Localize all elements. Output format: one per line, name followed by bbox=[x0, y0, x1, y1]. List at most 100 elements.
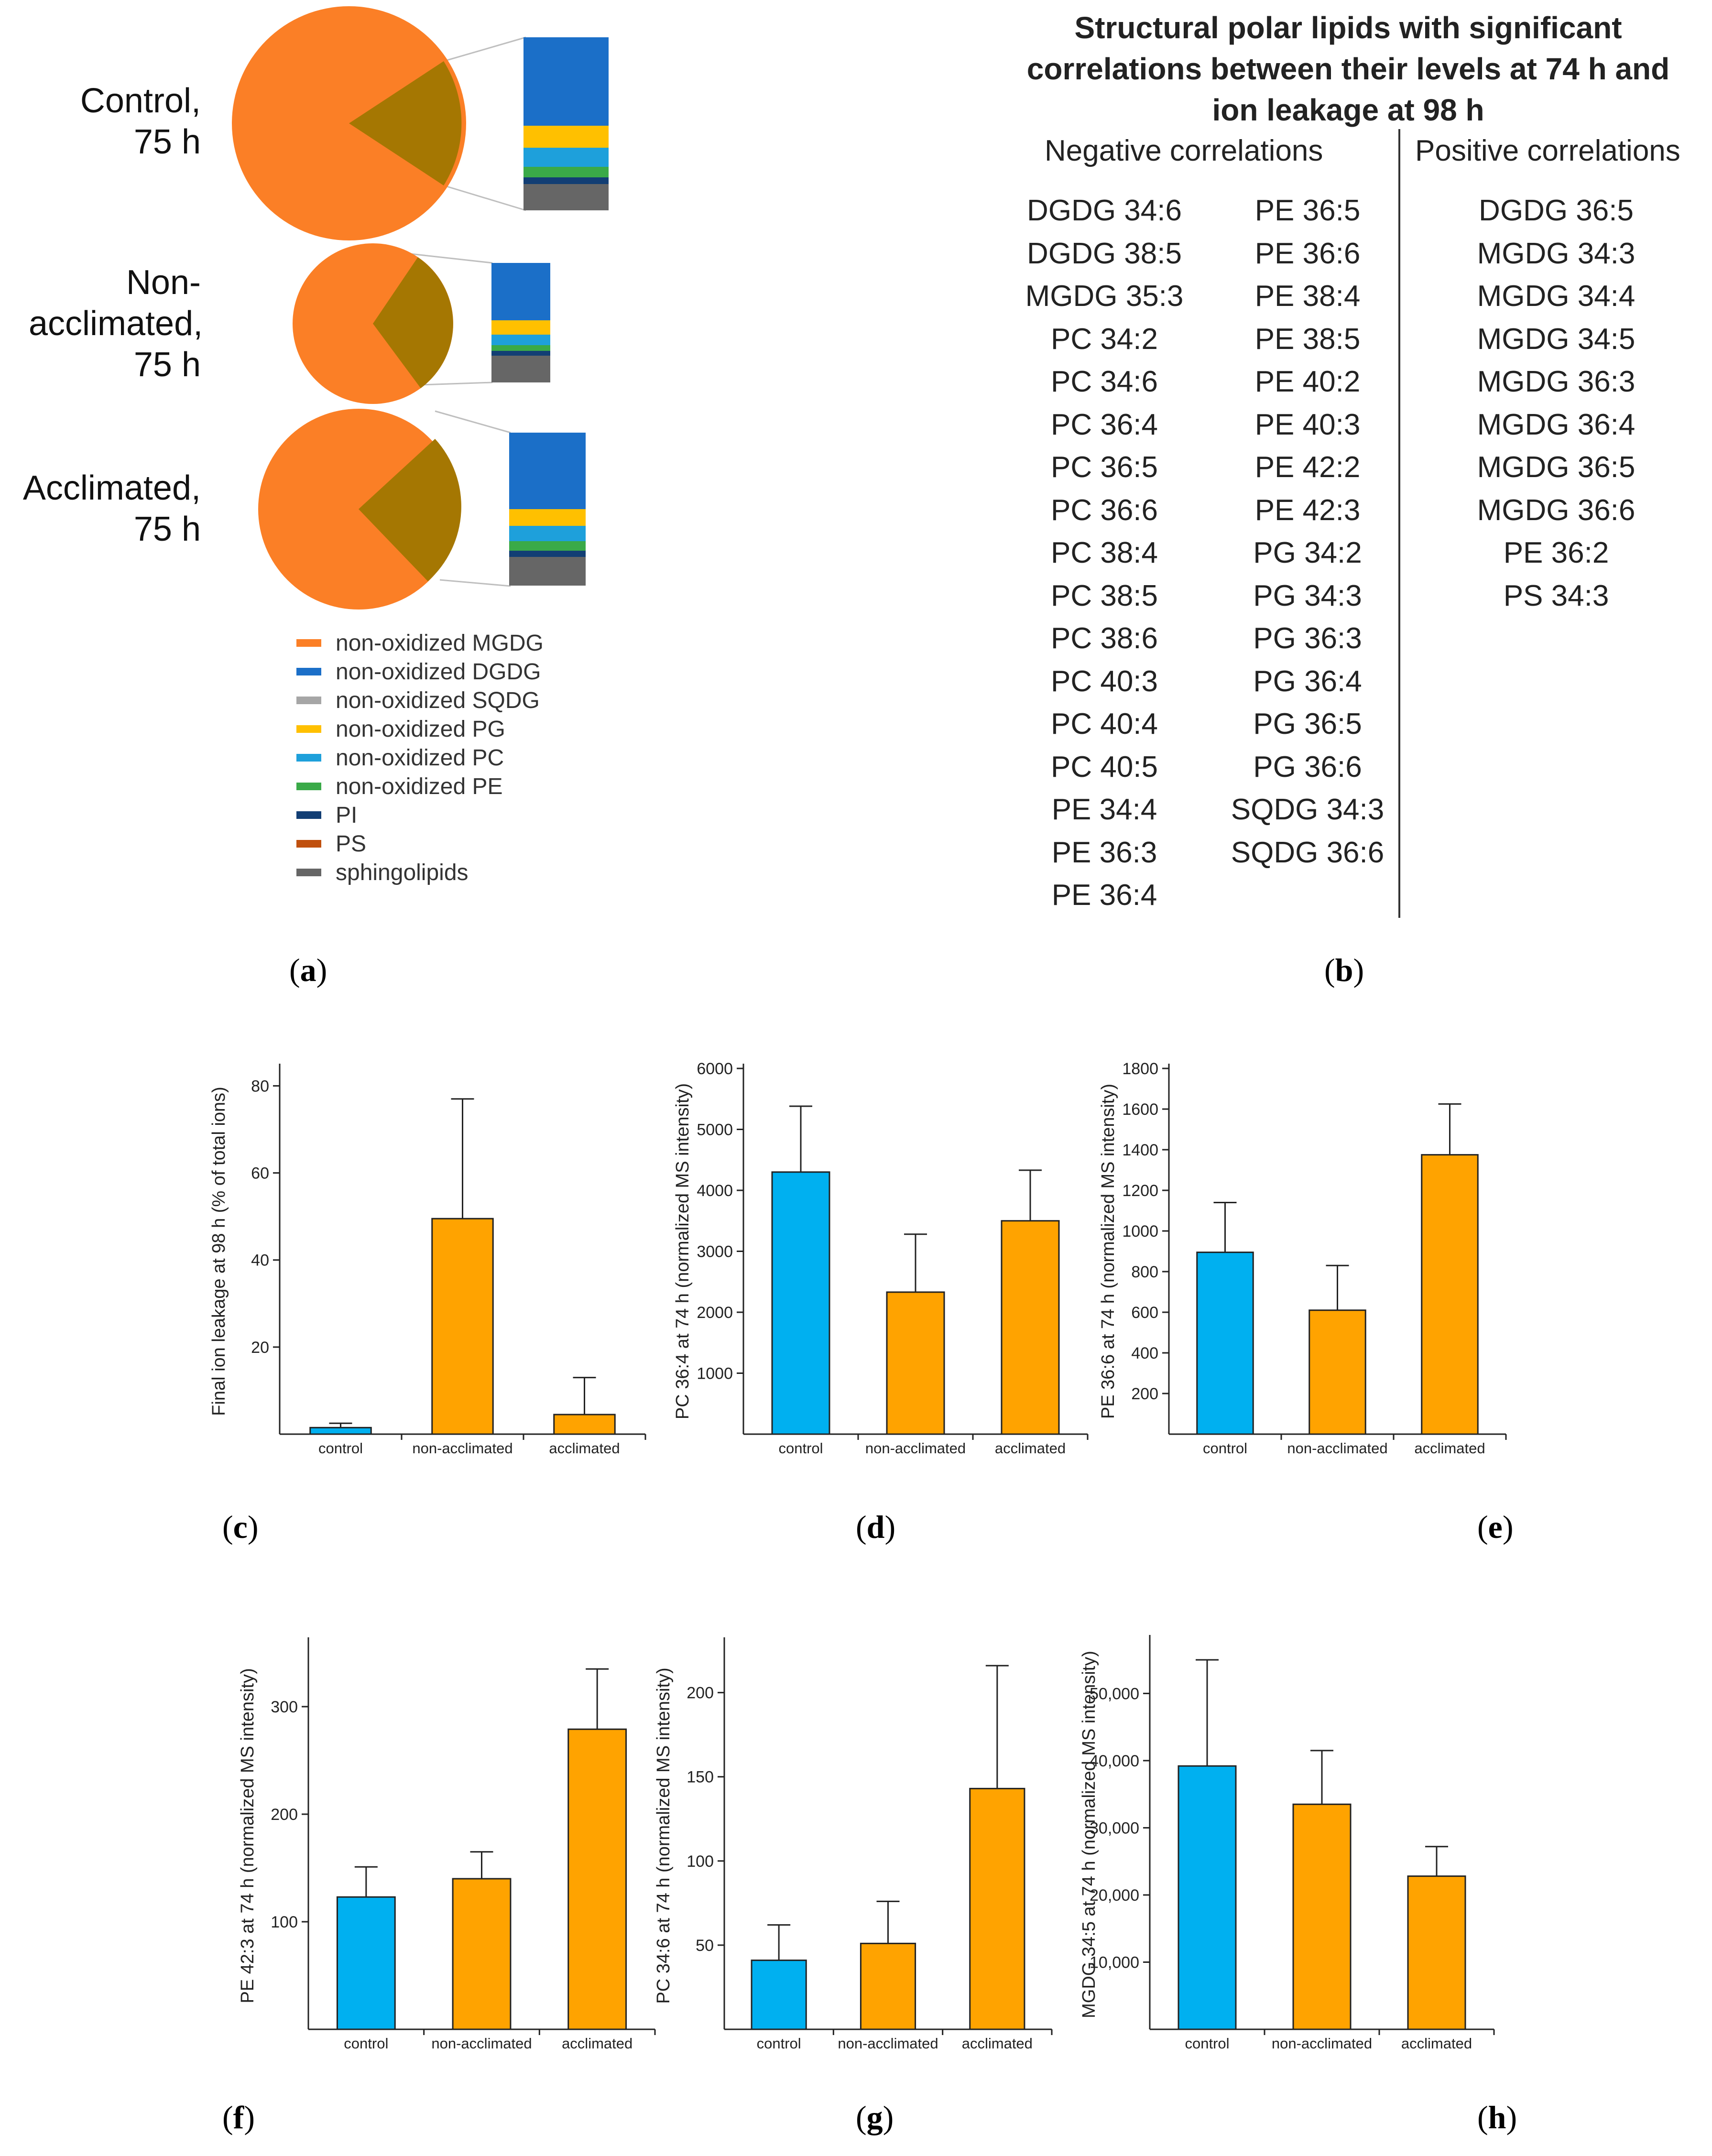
stacked-bar-acclimated bbox=[509, 433, 586, 586]
lipid-negative: PC 38:6 bbox=[1050, 622, 1158, 655]
legend-swatch bbox=[296, 668, 321, 675]
chart-c: 20 40 60 80 Final ion leakage at 98 h (% of … bbox=[209, 1064, 646, 1457]
lipid-negative: PE 40:3 bbox=[1254, 408, 1361, 441]
chart-f: 100 200 300 PE 42:3 at 74 h (normalized MS … bbox=[238, 1637, 656, 2052]
legend-item: sphingolipids bbox=[296, 858, 544, 887]
bar-control bbox=[336, 1896, 396, 2030]
y-axis-label: Final ion leakage at 98 h (% of total io… bbox=[209, 1087, 229, 1416]
bar-non-acclimated bbox=[452, 1878, 512, 2030]
y-tick-label: 600 bbox=[1131, 1304, 1158, 1322]
lipid-negative: PE 38:5 bbox=[1254, 322, 1361, 356]
panel-label-b: (b) bbox=[1324, 952, 1364, 988]
y-tick-label: 200 bbox=[271, 1806, 298, 1824]
y-tick-label: 50 bbox=[696, 1937, 714, 1955]
bar-non-acclimated bbox=[1292, 1803, 1352, 2030]
stacked-bar-control bbox=[523, 37, 609, 210]
x-tick-label: non-acclimated bbox=[412, 1440, 513, 1457]
stacked-bar-non-acclimated bbox=[491, 263, 550, 382]
y-tick-label: 400 bbox=[1131, 1344, 1158, 1362]
pie-slice-other bbox=[373, 257, 453, 388]
y-tick-label: 50,000 bbox=[1090, 1685, 1139, 1703]
bar-non-acclimated bbox=[886, 1291, 945, 1435]
group-label-acclimated: Acclimated, 75 h bbox=[22, 469, 201, 548]
legend-swatch bbox=[296, 725, 321, 733]
panel-label-d: (d) bbox=[856, 1509, 896, 1545]
y-tick-label: 60 bbox=[251, 1165, 269, 1183]
lipid-negative: PE 42:3 bbox=[1254, 493, 1361, 527]
y-tick-label: 200 bbox=[687, 1684, 714, 1702]
lipid-negative: PE 42:2 bbox=[1254, 451, 1361, 484]
lipid-positive: MGDG 36:3 bbox=[1477, 365, 1636, 398]
y-tick-label: 1000 bbox=[1122, 1222, 1158, 1241]
lipid-positive: MGDG 34:3 bbox=[1477, 237, 1636, 270]
lipid-negative: PC 34:2 bbox=[1050, 322, 1158, 356]
lipid-positive: MGDG 36:4 bbox=[1477, 408, 1636, 441]
x-tick-label: acclimated bbox=[549, 1440, 620, 1457]
y-tick-label: 1800 bbox=[1122, 1060, 1158, 1078]
lipid-negative: PE 36:6 bbox=[1254, 237, 1361, 270]
lipid-negative: PE 36:4 bbox=[1051, 879, 1157, 912]
bar-acclimated bbox=[1407, 1875, 1466, 2030]
lipid-negative: PG 34:2 bbox=[1253, 536, 1362, 569]
legend-swatch bbox=[296, 869, 321, 876]
y-axis-label: PC 34:6 at 74 h (normalized MS intensity… bbox=[654, 1667, 674, 2004]
x-tick-label: acclimated bbox=[562, 2035, 632, 2052]
pie-control bbox=[232, 6, 609, 240]
lipid-positive: PS 34:3 bbox=[1503, 579, 1609, 612]
lipid-negative: PG 36:6 bbox=[1253, 750, 1362, 784]
lipid-negative: PG 34:3 bbox=[1253, 579, 1362, 612]
pie-slice-other bbox=[349, 61, 462, 185]
y-tick-label: 30,000 bbox=[1090, 1819, 1139, 1837]
x-tick-label: control bbox=[757, 2035, 801, 2052]
legend-item: non-oxidized SQDG bbox=[296, 686, 544, 715]
lipid-negative: PC 34:6 bbox=[1050, 365, 1158, 398]
y-axis-label: PC 36:4 at 74 h (normalized MS intensity… bbox=[673, 1083, 693, 1419]
panel-label-e: (e) bbox=[1477, 1509, 1514, 1545]
lipid-negative: PC 40:4 bbox=[1050, 708, 1158, 740]
x-tick-label: control bbox=[778, 1440, 823, 1457]
y-tick-label: 10,000 bbox=[1090, 1953, 1139, 1971]
lipid-negative: PC 40:3 bbox=[1050, 664, 1158, 698]
lipid-negative: PE 36:3 bbox=[1051, 836, 1157, 869]
pie-acclimated bbox=[258, 409, 586, 610]
lipid-negative: DGDG 34:6 bbox=[1027, 194, 1182, 227]
bar-non-acclimated bbox=[431, 1218, 494, 1435]
x-tick-label: acclimated bbox=[1401, 2035, 1472, 2052]
lipid-positive: MGDG 36:6 bbox=[1477, 493, 1636, 527]
lipid-negative: SQDG 36:6 bbox=[1231, 836, 1385, 869]
legend-swatch bbox=[296, 840, 321, 848]
lipid-positive: DGDG 36:5 bbox=[1479, 194, 1634, 227]
y-tick-label: 80 bbox=[251, 1077, 269, 1095]
y-tick-label: 3000 bbox=[697, 1243, 733, 1261]
y-tick-label: 20 bbox=[251, 1339, 269, 1357]
lipid-negative: PE 40:2 bbox=[1254, 365, 1361, 398]
legend-item: non-oxidized PE bbox=[296, 772, 544, 801]
panel-label-h: (h) bbox=[1477, 2099, 1517, 2135]
positive-header: Positive correlations bbox=[1415, 134, 1680, 167]
lipid-negative: PC 38:4 bbox=[1050, 536, 1158, 569]
column-divider bbox=[1398, 129, 1400, 918]
lipid-negative: PG 36:3 bbox=[1253, 622, 1362, 655]
pie-slice-other bbox=[359, 439, 461, 581]
x-tick-label: non-acclimated bbox=[1272, 2035, 1372, 2052]
y-tick-label: 100 bbox=[687, 1852, 714, 1871]
y-tick-label: 2000 bbox=[697, 1304, 733, 1322]
x-tick-label: non-acclimated bbox=[431, 2035, 532, 2052]
lipid-negative: PC 36:6 bbox=[1050, 493, 1158, 527]
legend-swatch bbox=[296, 697, 321, 704]
y-tick-label: 1000 bbox=[697, 1365, 733, 1383]
bar-acclimated bbox=[1001, 1220, 1060, 1435]
negative-header: Negative correlations bbox=[1045, 134, 1323, 167]
legend-swatch bbox=[296, 639, 321, 647]
y-axis-label: MGDG 34:5 at 74 h (normalized MS intensi… bbox=[1079, 1651, 1099, 2018]
x-tick-label: acclimated bbox=[962, 2035, 1033, 2052]
lipid-negative: PC 36:5 bbox=[1050, 451, 1158, 484]
panel-label-c: (c) bbox=[222, 1509, 259, 1545]
bar-non-acclimated bbox=[1309, 1309, 1366, 1435]
legend-item: non-oxidized PC bbox=[296, 743, 544, 772]
y-tick-label: 1600 bbox=[1122, 1100, 1158, 1119]
y-axis-label: PE 42:3 at 74 h (normalized MS intensity… bbox=[238, 1668, 258, 2003]
y-tick-label: 4000 bbox=[697, 1182, 733, 1200]
bar-control bbox=[751, 1960, 807, 2030]
